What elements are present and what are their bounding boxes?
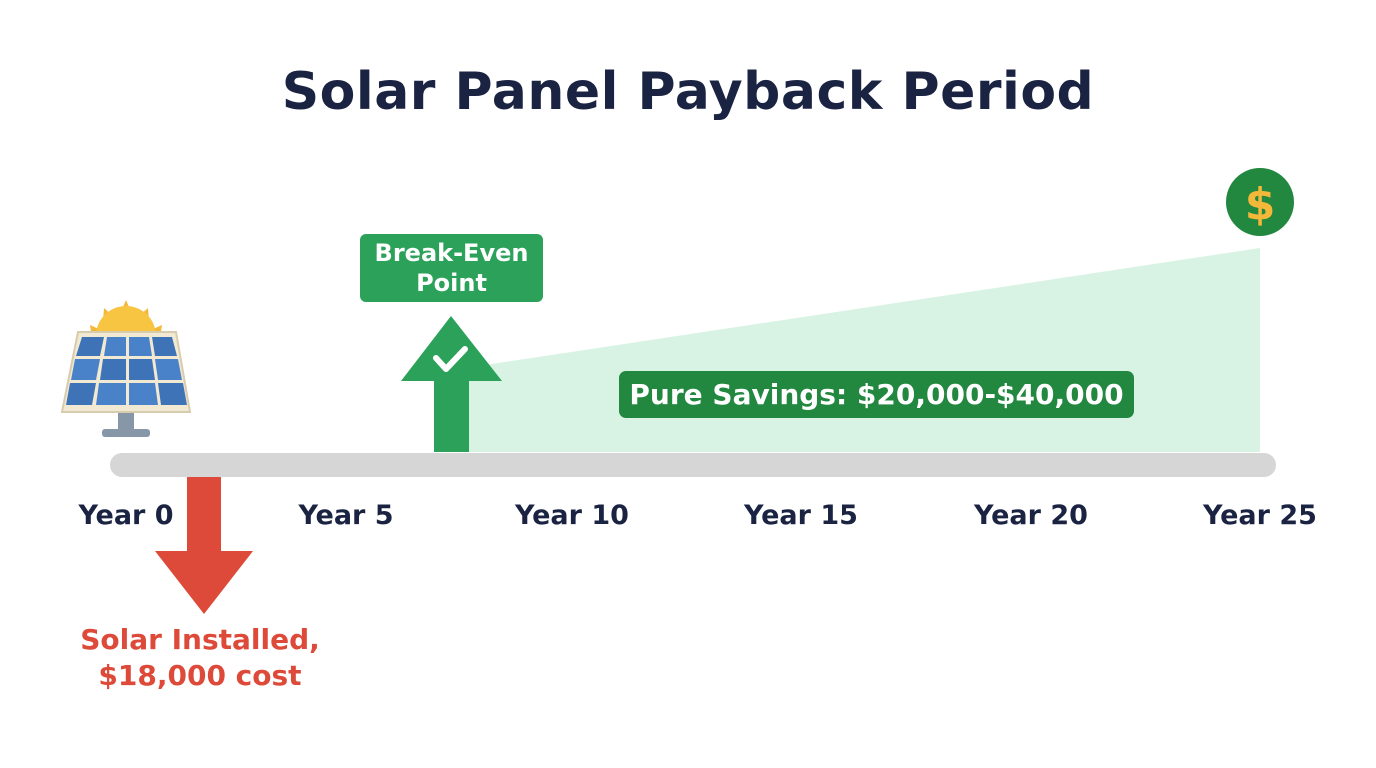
year-label-15: Year 15 [744, 500, 858, 531]
arrow-down-icon [155, 477, 253, 614]
year-label-25: Year 25 [1203, 500, 1317, 531]
page-title: Solar Panel Payback Period [281, 62, 1095, 122]
savings-area [452, 248, 1260, 452]
year-label-5: Year 5 [298, 500, 394, 531]
break-even-line2: Point [416, 269, 487, 297]
savings-label: Pure Savings: $20,000-$40,000 [619, 371, 1134, 418]
year-label-20: Year 20 [974, 500, 1088, 531]
timeline-bar [110, 453, 1276, 477]
arrow-up-icon [401, 316, 502, 452]
installation-line1: Solar Installed, [80, 623, 320, 656]
break-even-line1: Break-Even [374, 239, 529, 267]
installation-line2: $18,000 cost [98, 659, 302, 692]
year-label-0: Year 0 [78, 500, 174, 531]
svg-text:$: $ [1245, 179, 1276, 230]
break-even-label: Break-Even Point [360, 234, 543, 302]
year-label-10: Year 10 [515, 500, 629, 531]
installation-cost-label: Solar Installed, $18,000 cost [40, 622, 360, 694]
dollar-coin-icon: $ [1226, 168, 1294, 236]
solar-panel-icon [60, 300, 192, 437]
checkmark-icon [433, 346, 468, 372]
